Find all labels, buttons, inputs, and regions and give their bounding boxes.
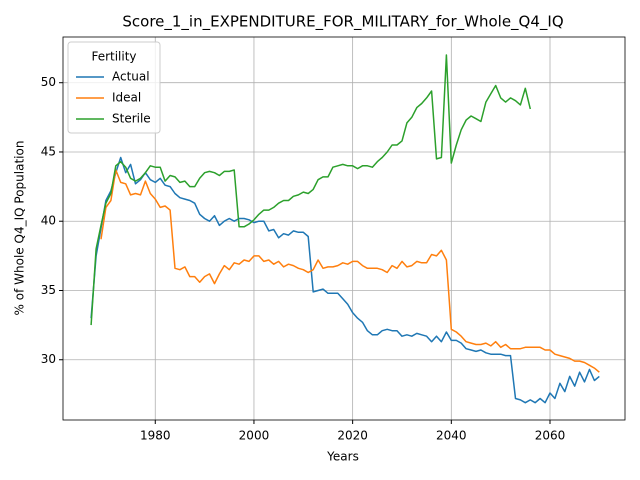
- y-tick-label: 30: [41, 352, 56, 366]
- y-tick-label: 40: [41, 214, 56, 228]
- x-tick-label: 2020: [337, 429, 368, 443]
- legend-box: [67, 41, 161, 134]
- x-tick-label: 2000: [239, 429, 270, 443]
- legend-label: Sterile: [112, 112, 151, 126]
- legend-title: Fertility: [91, 50, 136, 64]
- x-tick-label: 2040: [436, 429, 467, 443]
- legend-label: Actual: [112, 70, 150, 84]
- x-tick-label: 2060: [535, 429, 566, 443]
- line: [90, 54, 532, 326]
- x-tick-label: 1980: [140, 429, 171, 443]
- line: [100, 169, 600, 373]
- chart-title: Score_1_in_EXPENDITURE_FOR_MILITARY_for_…: [122, 13, 563, 32]
- plot-frame: [62, 36, 626, 421]
- x-axis-label: Years: [326, 450, 359, 464]
- y-axis-label: % of Whole Q4_IQ Population: [13, 141, 27, 316]
- y-tick-label: 45: [41, 144, 56, 158]
- y-tick-label: 50: [41, 75, 56, 89]
- y-tick-label: 35: [41, 283, 56, 297]
- legend-label: Ideal: [112, 91, 141, 105]
- line: [90, 156, 600, 404]
